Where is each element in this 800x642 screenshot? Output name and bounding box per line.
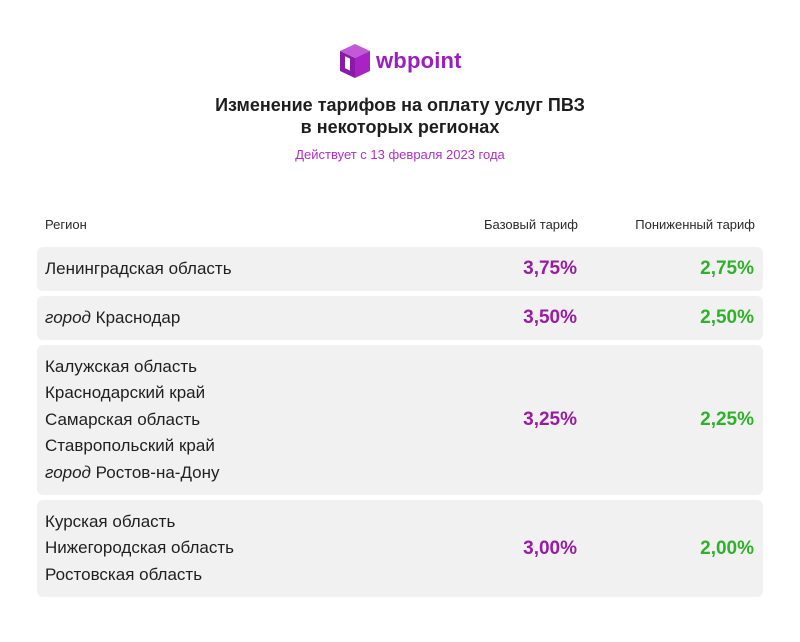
region-label: Курская область (45, 511, 176, 531)
page-title: Изменение тарифов на оплату услуг ПВЗ в … (0, 94, 800, 138)
region-list: Ленинградская область (45, 256, 232, 283)
effective-date: Действует с 13 февраля 2023 года (295, 147, 505, 162)
brand-logo: wbpoint (338, 42, 462, 80)
region-name: Калужская область (45, 354, 220, 381)
box-icon (340, 44, 370, 78)
reduced-tariff-value: 2,00% (700, 537, 754, 559)
region-name: Нижегородская область (45, 535, 234, 562)
region-name: Ленинградская область (45, 256, 232, 283)
region-label: Ставропольский край (45, 436, 215, 456)
region-label: Краснодарский край (45, 383, 206, 403)
region-list: город Краснодар (45, 305, 180, 332)
region-name: город Краснодар (45, 305, 180, 332)
base-tariff-value: 3,50% (523, 307, 577, 328)
region-label: Ленинградская область (45, 258, 232, 278)
region-name: город Ростов-на-Дону (45, 460, 220, 487)
region-list: Калужская область Краснодарский край Самар… (45, 354, 220, 487)
region-name: Ставропольский край (45, 433, 220, 460)
region-label: Ростовская область (45, 564, 203, 584)
column-header-base: Базовый тариф (483, 217, 578, 232)
title-line-1: Изменение тарифов на оплату услуг ПВЗ (215, 95, 585, 115)
region-prefix: город (45, 307, 91, 327)
region-name: Самарская область (45, 407, 220, 434)
table-row: город Краснодар 3,50% 2,50% (37, 296, 763, 340)
base-tariff-value: 3,75% (523, 258, 577, 279)
region-name: Краснодарский край (45, 380, 220, 407)
table-row: Ленинградская область 3,75% 2,75% (37, 247, 763, 291)
region-prefix: город (45, 462, 91, 482)
base-tariff-value: 3,25% (523, 409, 577, 430)
reduced-tariff-value: 2,75% (700, 258, 754, 279)
title-line-2: в некоторых регионах (300, 117, 500, 137)
region-name: Ростовская область (45, 562, 234, 589)
table-row: Курская область Нижегородская область Рост… (37, 500, 763, 597)
region-label: Нижегородская область (45, 538, 234, 558)
base-tariff-value: 3,00% (523, 537, 577, 559)
column-header-region: Регион (45, 217, 87, 232)
region-name: Курская область (45, 509, 234, 536)
region-label: Краснодар (90, 307, 181, 327)
column-header-reduced: Пониженный тариф (635, 217, 755, 232)
brand-name: wbpoint (376, 48, 462, 73)
region-label: Ростов-на-Дону (90, 462, 220, 482)
table-row: Калужская область Краснодарский край Самар… (37, 345, 763, 495)
region-list: Курская область Нижегородская область Рост… (45, 509, 234, 589)
reduced-tariff-value: 2,50% (700, 307, 754, 328)
region-label: Самарская область (45, 409, 201, 429)
reduced-tariff-value: 2,25% (700, 409, 754, 430)
region-label: Калужская область (45, 356, 197, 376)
